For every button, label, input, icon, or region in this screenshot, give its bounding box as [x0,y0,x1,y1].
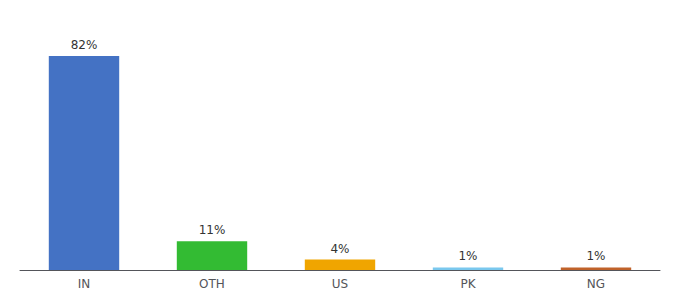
svg-text:NG: NG [587,277,605,291]
svg-text:OTH: OTH [199,277,225,291]
svg-text:82%: 82% [71,38,98,52]
svg-text:PK: PK [460,277,476,291]
svg-text:US: US [332,277,348,291]
svg-text:4%: 4% [330,242,349,256]
svg-text:IN: IN [78,277,91,291]
svg-text:1%: 1% [458,249,477,263]
svg-text:1%: 1% [586,249,605,263]
svg-text:11%: 11% [199,223,226,237]
